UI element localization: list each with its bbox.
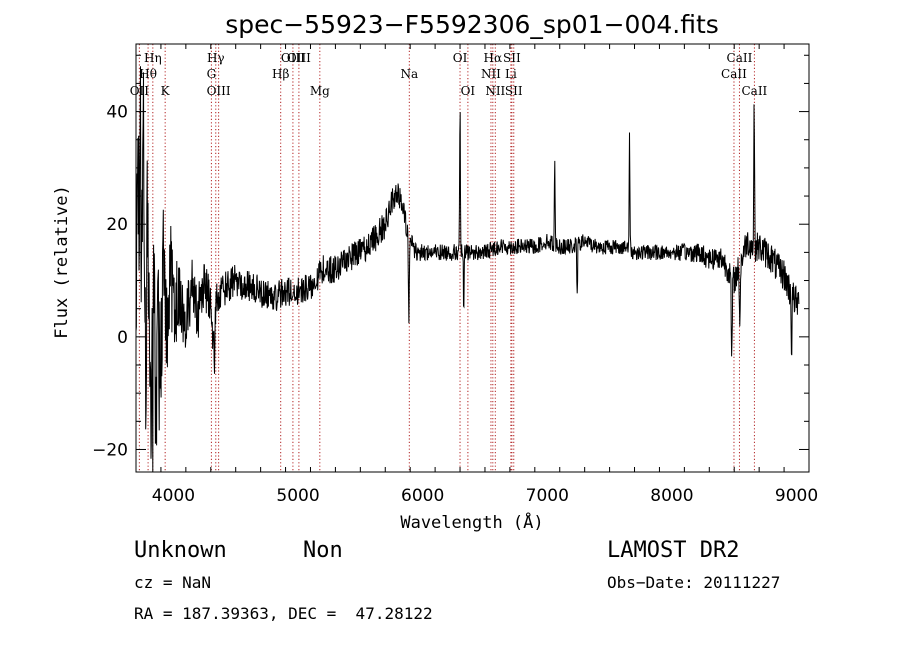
object-subclass: Non: [303, 538, 343, 563]
line-label: CaII: [721, 67, 747, 81]
y-tick-label: 40: [106, 103, 128, 123]
line-label: K: [161, 84, 171, 98]
line-label: Hγ: [207, 51, 225, 65]
y-tick-label: 0: [117, 328, 128, 348]
line-label: CaII: [741, 84, 767, 98]
x-tick-label: 4000: [152, 486, 195, 506]
line-label: OIII: [281, 51, 305, 65]
line-label: G: [207, 67, 217, 81]
y-axis-label: Flux (relative): [52, 185, 72, 339]
line-label: NII: [485, 84, 505, 98]
line-label: Hη: [144, 51, 162, 65]
x-tick-label: 8000: [650, 486, 693, 506]
plot-frame: [135, 43, 810, 473]
x-tick-label: 9000: [775, 486, 818, 506]
line-label: CaII: [727, 51, 753, 65]
line-label: SII: [503, 51, 521, 65]
spectrum: [135, 66, 800, 473]
line-label: SII: [505, 84, 523, 98]
x-tick-label: 6000: [401, 486, 444, 506]
x-axis-label: Wavelength (Å): [400, 511, 543, 533]
x-tick-label: 5000: [276, 486, 319, 506]
redshift-readout: cz = NaN: [134, 573, 212, 592]
line-label: OI: [453, 51, 468, 65]
survey-label: LAMOST DR2: [607, 538, 740, 563]
line-label: OIII: [207, 84, 231, 98]
line-label: OI: [461, 84, 476, 98]
line-label: Mg: [310, 84, 330, 98]
line-label: Li: [505, 67, 517, 81]
y-axis-ticks: −20 0 20 40: [92, 54, 809, 460]
spectrum-line: [135, 66, 800, 473]
coordinates-readout: RA = 187.39363, DEC = 47.28122: [134, 604, 433, 623]
y-tick-label: −20: [92, 440, 128, 460]
line-label: Hθ: [139, 67, 157, 81]
chart-title: spec−55923−F5592306_sp01−004.fits: [225, 10, 719, 39]
line-label: OII: [130, 84, 150, 98]
line-label: NII: [481, 67, 501, 81]
line-label: OIII: [287, 51, 311, 65]
line-label: Hα: [484, 51, 503, 65]
x-tick-label: 7000: [526, 486, 569, 506]
line-label: Na: [400, 67, 418, 81]
line-label: Hβ: [272, 67, 289, 81]
y-tick-label: 20: [106, 215, 128, 235]
object-class: Unknown: [134, 538, 227, 563]
observation-date: Obs−Date: 20111227: [607, 573, 781, 592]
x-axis-ticks: 4000 5000 6000 7000 8000 9000: [135, 44, 818, 506]
